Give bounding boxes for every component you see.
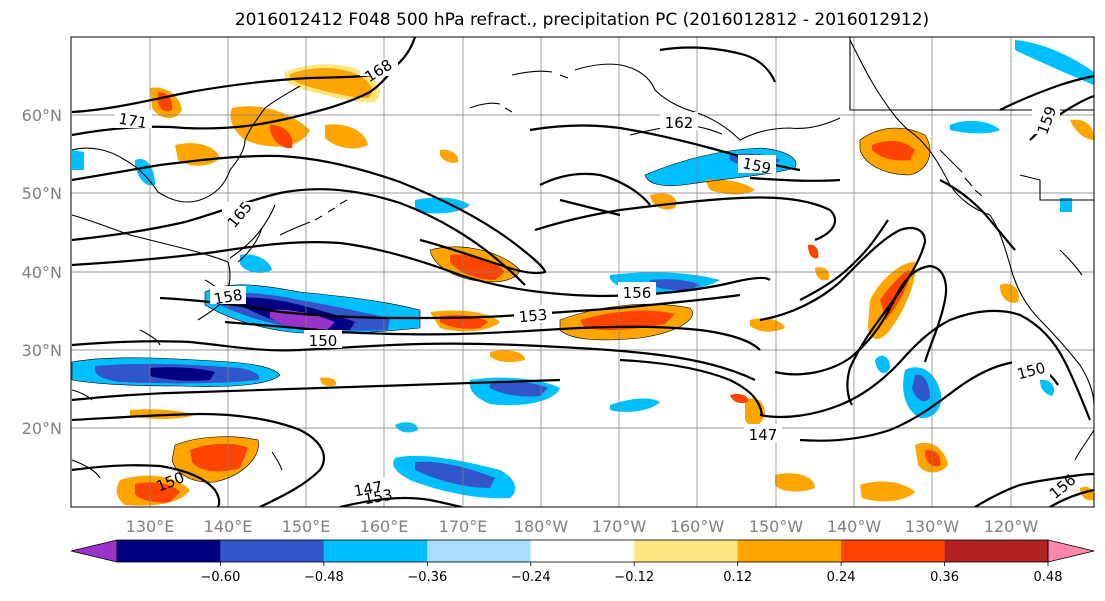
colorbar-extend-min <box>70 539 118 563</box>
coastlines <box>71 37 1094 479</box>
contour-label: 158 <box>213 286 244 309</box>
map-frame <box>70 36 1095 508</box>
map-panel: 168 171 162 165 159 159 158 156 153 150 … <box>71 37 1094 509</box>
map-title: 2016012412 F048 500 hPa refract., precip… <box>235 10 929 30</box>
longitude-tick-label: 140°E <box>204 517 253 536</box>
longitude-tick-label: 170°E <box>439 517 488 536</box>
contour-label: 156 <box>623 284 652 302</box>
colorbar-segment <box>737 540 842 562</box>
contour-label: 153 <box>363 486 394 509</box>
colorbar-tick-label: −0.48 <box>304 570 344 585</box>
colorbar-extend-max <box>1047 539 1095 563</box>
colorbar-tick-label: −0.24 <box>511 570 551 585</box>
contour-label: 162 <box>665 114 694 132</box>
longitude-tick-label: 150°W <box>749 517 804 536</box>
contour-label-group: 168 171 162 165 159 159 158 156 153 150 … <box>114 56 1079 509</box>
colorbar-segment <box>117 540 221 562</box>
colorbar-tick-label: 0.24 <box>827 570 856 585</box>
colorbar-tick-label: −0.12 <box>614 570 654 585</box>
colorbar-tick-label: 0.36 <box>930 570 959 585</box>
colorbar-tick-label: −0.36 <box>407 570 447 585</box>
colorbar-tick-label: 0.48 <box>1034 570 1063 585</box>
contour-label: 150 <box>309 332 338 350</box>
colorbar-segment <box>944 540 1048 562</box>
contour-label: 147 <box>749 426 778 444</box>
longitude-tick-label: 160°E <box>360 517 409 536</box>
colorbar-segment <box>323 540 428 562</box>
colorbar-tick-label: −0.60 <box>201 570 241 585</box>
latitude-tick-label: 20°N <box>22 419 62 438</box>
longitude-tick-label: 130°E <box>126 517 175 536</box>
contour-label: 147 <box>353 478 384 501</box>
colorbar-segment <box>220 540 324 562</box>
longitude-tick-label: 160°W <box>670 517 725 536</box>
latitude-tick-label: 50°N <box>22 184 62 203</box>
colorbar: −0.60 −0.48 −0.36 −0.24 −0.12 0.12 0.24 0.36 0.4… <box>70 539 1095 585</box>
colorbar-segment <box>530 540 635 562</box>
longitude-tick-label: 130°W <box>905 517 960 536</box>
longitude-tick-label: 140°W <box>827 517 882 536</box>
contour-label: 171 <box>117 110 148 133</box>
contour-label: 153 <box>518 306 548 326</box>
colorbar-segment <box>841 540 945 562</box>
longitude-tick-label: 120°W <box>984 517 1039 536</box>
longitude-tick-label: 150°E <box>282 517 331 536</box>
longitude-tick-label: 180°W <box>514 517 569 536</box>
latitude-tick-label: 30°N <box>22 341 62 360</box>
longitude-tick-label: 170°W <box>592 517 647 536</box>
colorbar-frame <box>116 539 1049 563</box>
colorbar-segment <box>427 540 531 562</box>
contour-label: 159 <box>741 154 773 178</box>
latitude-tick-label: 60°N <box>22 106 62 125</box>
colorbar-segment <box>634 540 738 562</box>
colorbar-tick-label: 0.12 <box>723 570 752 585</box>
latitude-tick-label: 40°N <box>22 263 62 282</box>
latitude-labels: 60°N 50°N 40°N 30°N 20°N <box>22 106 62 438</box>
longitude-labels: 130°E 140°E 150°E 160°E 170°E 180°W 170°W 160°W… <box>126 517 1039 536</box>
